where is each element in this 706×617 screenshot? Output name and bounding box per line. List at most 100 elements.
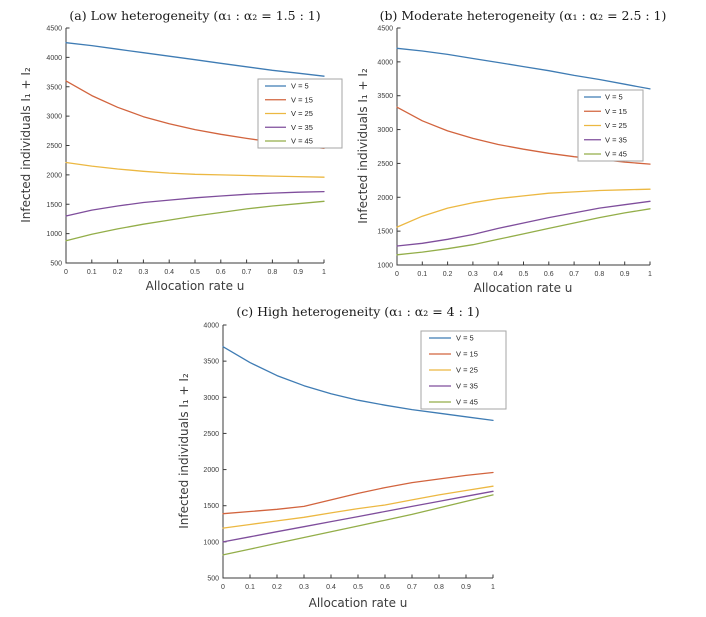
x-tick-label: 0.1 (87, 269, 97, 276)
y-tick-label: 2000 (46, 172, 62, 179)
y-tick-label: 3000 (377, 127, 393, 134)
series-line-v-25 (65, 161, 325, 178)
chart-c-xlabel: Allocation rate u (309, 596, 408, 610)
series-line-v-15 (222, 471, 494, 515)
x-tick-label: 0.1 (245, 584, 255, 591)
y-tick-label: 4000 (46, 55, 62, 62)
y-tick-label: 4000 (377, 59, 393, 66)
x-tick-label: 0.3 (468, 271, 478, 278)
series-line-v-35 (396, 200, 651, 247)
y-tick-label: 1000 (46, 231, 62, 238)
x-tick-label: 0.7 (407, 584, 417, 591)
series-line-v-5 (65, 42, 325, 77)
legend-label: V = 35 (605, 135, 627, 144)
y-tick-label: 2500 (203, 431, 219, 438)
series-line-v-25 (396, 188, 651, 228)
legend-label: V = 15 (605, 107, 627, 116)
x-tick-label: 0.9 (293, 269, 303, 276)
x-tick-label: 0.4 (164, 269, 174, 276)
x-tick-label: 0.6 (216, 269, 226, 276)
y-tick-label: 1500 (46, 202, 62, 209)
series-line-v-5 (222, 346, 494, 422)
y-tick-label: 1000 (377, 263, 393, 270)
chart-low-heterogeneity: (a) Low heterogeneity (α₁ : α₂ = 1.5 : 1… (0, 0, 353, 300)
series-line-v-45 (396, 208, 651, 256)
x-tick-label: 0 (221, 584, 225, 591)
series-line-v-45 (222, 494, 494, 556)
series-line-v-25 (222, 485, 494, 529)
x-tick-label: 0 (64, 269, 68, 276)
y-tick-label: 1000 (203, 539, 219, 546)
x-tick-label: 0.6 (544, 271, 554, 278)
x-tick-label: 0.9 (620, 271, 630, 278)
y-tick-label: 4500 (46, 26, 62, 33)
legend-label: V = 5 (456, 334, 474, 343)
y-tick-label: 4000 (203, 323, 219, 330)
legend-label: V = 45 (456, 398, 478, 407)
y-tick-label: 1500 (203, 503, 219, 510)
x-tick-label: 0.8 (595, 271, 605, 278)
chart-b-xlabel: Allocation rate u (474, 281, 573, 295)
x-tick-label: 0.6 (380, 584, 390, 591)
chart-c-title: (c) High heterogeneity (α₁ : α₂ = 4 : 1) (236, 304, 479, 319)
x-tick-label: 0.1 (417, 271, 427, 278)
series-line-v-5 (396, 47, 651, 90)
x-tick-label: 0.5 (190, 269, 200, 276)
legend-label: V = 25 (291, 109, 313, 118)
x-tick-label: 0.4 (326, 584, 336, 591)
chart-b-title: (b) Moderate heterogeneity (α₁ : α₂ = 2.… (380, 8, 667, 23)
x-tick-label: 1 (322, 269, 326, 276)
y-tick-label: 2000 (377, 195, 393, 202)
chart-c-ylabel: Infected individuals I₁ + I₂ (177, 373, 191, 529)
series-line-v-35 (65, 190, 325, 217)
legend-label: V = 25 (605, 121, 627, 130)
legend-label: V = 5 (605, 93, 623, 102)
chart-b-plot: (b) Moderate heterogeneity (α₁ : α₂ = 2.… (356, 8, 667, 295)
chart-a-title: (a) Low heterogeneity (α₁ : α₂ = 1.5 : 1… (69, 8, 320, 23)
chart-b-ylabel: Infected individuals I₁ + I₂ (356, 68, 370, 224)
y-tick-label: 3000 (203, 395, 219, 402)
x-tick-label: 1 (648, 271, 652, 278)
x-tick-label: 0.7 (569, 271, 579, 278)
y-tick-label: 500 (50, 261, 62, 268)
y-tick-label: 2000 (203, 467, 219, 474)
legend-label: V = 35 (291, 123, 313, 132)
chart-a-xlabel: Allocation rate u (146, 279, 245, 293)
y-tick-label: 3500 (377, 93, 393, 100)
x-tick-label: 0.4 (493, 271, 503, 278)
series-line-v-35 (222, 490, 494, 543)
chart-a-ylabel: Infected individuals I₁ + I₂ (19, 67, 33, 223)
legend-label: V = 15 (456, 350, 478, 359)
y-tick-label: 3500 (203, 359, 219, 366)
x-tick-label: 0.8 (268, 269, 278, 276)
x-tick-label: 0.5 (519, 271, 529, 278)
chart-high-heterogeneity: (c) High heterogeneity (α₁ : α₂ = 4 : 1)… (160, 300, 546, 617)
y-tick-label: 1500 (377, 229, 393, 236)
chart-moderate-heterogeneity: (b) Moderate heterogeneity (α₁ : α₂ = 2.… (353, 0, 706, 300)
legend-label: V = 45 (605, 150, 627, 159)
x-tick-label: 0.5 (353, 584, 363, 591)
legend-label: V = 5 (291, 82, 309, 91)
x-tick-label: 0.2 (272, 584, 282, 591)
y-tick-label: 2500 (46, 143, 62, 150)
legend-label: V = 45 (291, 137, 313, 146)
y-tick-label: 3000 (46, 114, 62, 121)
chart-c-plot: (c) High heterogeneity (α₁ : α₂ = 4 : 1)… (177, 304, 507, 610)
y-tick-label: 2500 (377, 161, 393, 168)
x-tick-label: 0.7 (242, 269, 252, 276)
x-tick-label: 0.2 (113, 269, 123, 276)
series-line-v-45 (65, 200, 325, 242)
y-tick-label: 4500 (377, 26, 393, 33)
legend-label: V = 35 (456, 382, 478, 391)
x-tick-label: 0.9 (461, 584, 471, 591)
x-tick-label: 0.3 (299, 584, 309, 591)
chart-a-plot: (a) Low heterogeneity (α₁ : α₂ = 1.5 : 1… (19, 8, 343, 293)
x-tick-label: 0.3 (139, 269, 149, 276)
y-tick-label: 500 (207, 576, 219, 583)
x-tick-label: 1 (491, 584, 495, 591)
x-tick-label: 0.2 (443, 271, 453, 278)
legend-label: V = 15 (291, 95, 313, 104)
y-tick-label: 3500 (46, 84, 62, 91)
legend-label: V = 25 (456, 366, 478, 375)
